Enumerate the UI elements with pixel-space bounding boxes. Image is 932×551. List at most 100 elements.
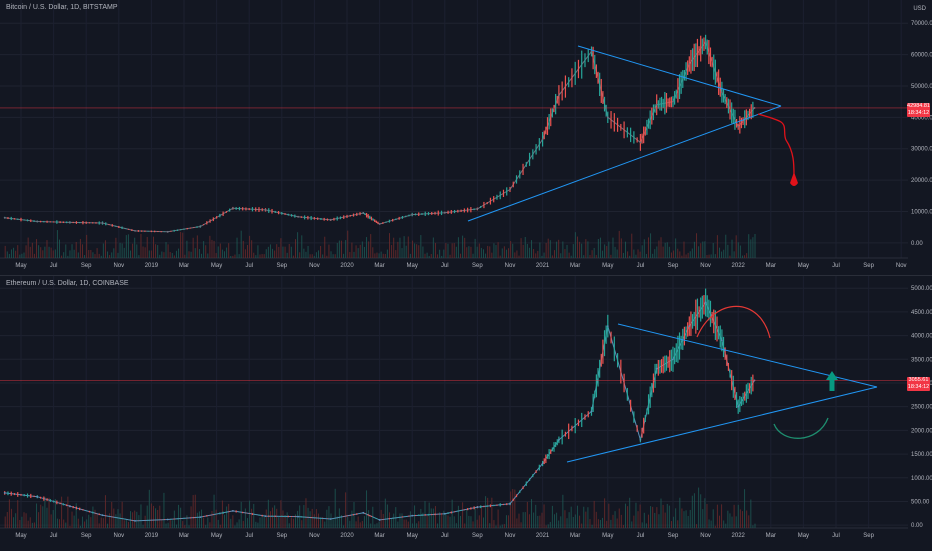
eth-volume-bar (17, 500, 19, 528)
btc-volume-bar (226, 247, 228, 258)
eth-volume-bar (451, 499, 453, 528)
eth-volume-bar (591, 524, 593, 528)
btc-volume-bar (301, 235, 303, 258)
eth-volume-bar (478, 515, 480, 528)
eth-volume-bar (422, 512, 424, 528)
btc-time-tick: Jul (832, 263, 840, 269)
eth-volume-bar (332, 519, 334, 528)
btc-volume-bar (731, 239, 733, 258)
btc-volume-bar (54, 249, 56, 258)
btc-volume-bar (81, 244, 83, 258)
eth-volume-bar (317, 513, 319, 528)
eth-triangle-upper-line (617, 323, 878, 388)
btc-volume-bar (639, 251, 641, 258)
eth-chart-canvas[interactable]: 5000.004500.004000.003500.003000.002500.… (0, 276, 932, 551)
btc-volume-bar (386, 249, 388, 258)
btc-volume-bar (173, 255, 175, 258)
eth-data-point (199, 516, 202, 518)
btc-volume-bar (113, 248, 115, 258)
eth-volume-bar (418, 521, 420, 528)
btc-volume-bar (503, 246, 505, 258)
eth-volume-bar (77, 518, 79, 528)
eth-volume-bar (472, 521, 474, 528)
eth-volume-bar (73, 515, 75, 528)
btc-volume-bar (94, 254, 96, 258)
btc-volume-bar (466, 247, 468, 258)
eth-volume-bar (111, 501, 113, 528)
eth-price-tick: 5000.00 (911, 286, 932, 292)
btc-volume-bar (593, 247, 595, 258)
eth-volume-bar (549, 521, 551, 528)
btc-volume-bar (186, 240, 188, 258)
eth-volume-bar (631, 521, 633, 528)
eth-volume-bar (228, 503, 230, 528)
eth-volume-bar (645, 523, 647, 528)
btc-unit-label: USD (913, 6, 926, 12)
eth-volume-bar (96, 513, 98, 528)
eth-data-point (36, 495, 39, 498)
eth-volume-bar (267, 499, 269, 528)
btc-volume-bar (535, 253, 537, 258)
eth-volume-bar (280, 500, 282, 528)
btc-data-point (36, 220, 39, 223)
btc-volume-bar (353, 251, 355, 258)
btc-volume-bar (437, 254, 439, 258)
btc-volume-bar (610, 254, 612, 258)
eth-volume-bar (583, 506, 585, 528)
btc-volume-bar (69, 250, 71, 258)
eth-volume-bar (184, 525, 186, 528)
btc-volume-bar (52, 250, 54, 258)
eth-volume-bar (84, 521, 86, 528)
btc-volume-bar (656, 246, 658, 258)
eth-volume-bar (261, 514, 263, 528)
eth-volume-bar (232, 515, 234, 528)
btc-chart-canvas[interactable]: 70000.00 60000.00 50000.00 40000.00 30000.00… (0, 0, 932, 275)
btc-volume-bar (201, 253, 203, 258)
btc-volume-bar (25, 245, 27, 258)
eth-volume-bar (518, 513, 520, 528)
eth-volume-bar (203, 517, 205, 528)
btc-volume-bar (324, 236, 326, 258)
eth-rounded-bottom (773, 417, 829, 439)
btc-volume-bar (155, 244, 157, 258)
btc-volume-bar (215, 253, 217, 258)
btc-volume-bar (449, 254, 451, 258)
btc-volume-bar (556, 241, 558, 258)
btc-time-tick: Jul (441, 263, 449, 269)
btc-chart-pane[interactable]: 70000.00 60000.00 50000.00 40000.00 30000.00… (0, 0, 932, 275)
btc-volume-bar (343, 253, 345, 258)
btc-volume-bar (345, 240, 347, 258)
eth-volume-bar (340, 515, 342, 528)
btc-data-point (166, 230, 169, 233)
eth-volume-bar (514, 489, 516, 528)
eth-volume-bar (414, 505, 416, 528)
btc-data-point (704, 41, 707, 43)
btc-volume-bar (119, 242, 121, 258)
eth-volume-bar (138, 515, 140, 528)
eth-volume-bar (449, 516, 451, 528)
eth-volume-bar (723, 520, 725, 528)
eth-volume-bar (284, 515, 286, 528)
btc-volume-bar (691, 248, 693, 258)
eth-volume-bar (305, 498, 307, 528)
btc-volume-bar (368, 241, 370, 258)
btc-volume-bar (430, 254, 432, 258)
btc-time-tick: Nov (113, 263, 124, 269)
eth-time-tick: Jul (441, 533, 449, 539)
eth-volume-bar (33, 522, 35, 528)
eth-volume-bar (495, 525, 497, 528)
btc-volume-bar (391, 245, 393, 258)
btc-volume-bar (679, 251, 681, 258)
eth-volume-bar (259, 517, 261, 528)
btc-volume-bar (232, 255, 234, 258)
eth-chart-pane[interactable]: 5000.004500.004000.003500.003000.002500.… (0, 275, 932, 550)
eth-volume-bar (130, 511, 132, 528)
eth-data-point (737, 405, 740, 408)
btc-volume-bar (553, 250, 555, 258)
eth-volume-bar (313, 514, 315, 528)
eth-volume-bar (75, 503, 77, 528)
eth-volume-bar (612, 514, 614, 528)
eth-volume-bar (516, 518, 518, 528)
btc-volume-bar (224, 251, 226, 258)
btc-volume-bar (476, 246, 478, 258)
